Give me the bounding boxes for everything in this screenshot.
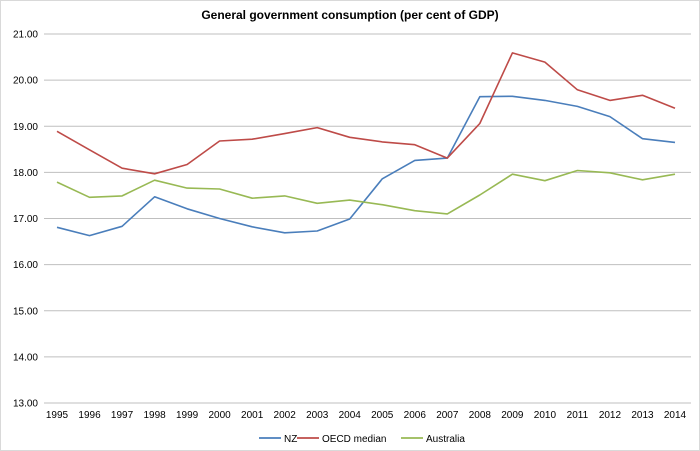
x-tick-label: 2008 <box>469 410 492 421</box>
y-tick-label: 18.00 <box>13 168 38 179</box>
series-line-australia <box>56 169 676 215</box>
x-tick-label: 2009 <box>501 410 524 421</box>
chart-title: General government consumption (per cent… <box>201 8 498 22</box>
x-tick-label: 2010 <box>534 410 557 421</box>
x-tick-label: 2005 <box>371 410 394 421</box>
x-tick-label: 1999 <box>176 410 199 421</box>
x-tick-label: 2014 <box>664 410 687 421</box>
x-tick-label: 1998 <box>143 410 166 421</box>
legend-label: Australia <box>426 434 465 445</box>
legend-label: OECD median <box>322 434 386 445</box>
x-tick-label: 2007 <box>436 410 459 421</box>
x-tick-label: 2004 <box>339 410 362 421</box>
series-line-nz <box>56 95 676 237</box>
y-tick-label: 17.00 <box>13 214 38 225</box>
x-tick-label: 1995 <box>46 410 69 421</box>
y-tick-label: 21.00 <box>13 30 38 41</box>
x-tick-label: 2003 <box>306 410 329 421</box>
x-tick-label: 2006 <box>404 410 427 421</box>
x-tick-label: 2001 <box>241 410 264 421</box>
x-tick-label: 2000 <box>209 410 232 421</box>
x-tick-label: 2002 <box>274 410 297 421</box>
series-line-oecd-median <box>56 52 676 175</box>
x-tick-label: 2011 <box>567 410 589 421</box>
y-tick-label: 14.00 <box>13 352 38 363</box>
y-tick-label: 15.00 <box>13 306 38 317</box>
y-tick-label: 16.00 <box>13 260 38 271</box>
x-tick-label: 1996 <box>78 410 101 421</box>
y-tick-label: 13.00 <box>13 399 38 410</box>
y-tick-label: 20.00 <box>13 76 38 87</box>
x-tick-label: 2012 <box>599 410 622 421</box>
legend-label: NZ <box>284 434 297 445</box>
x-tick-label: 1997 <box>111 410 134 421</box>
x-tick-label: 2013 <box>631 410 654 421</box>
y-tick-label: 19.00 <box>13 122 38 133</box>
